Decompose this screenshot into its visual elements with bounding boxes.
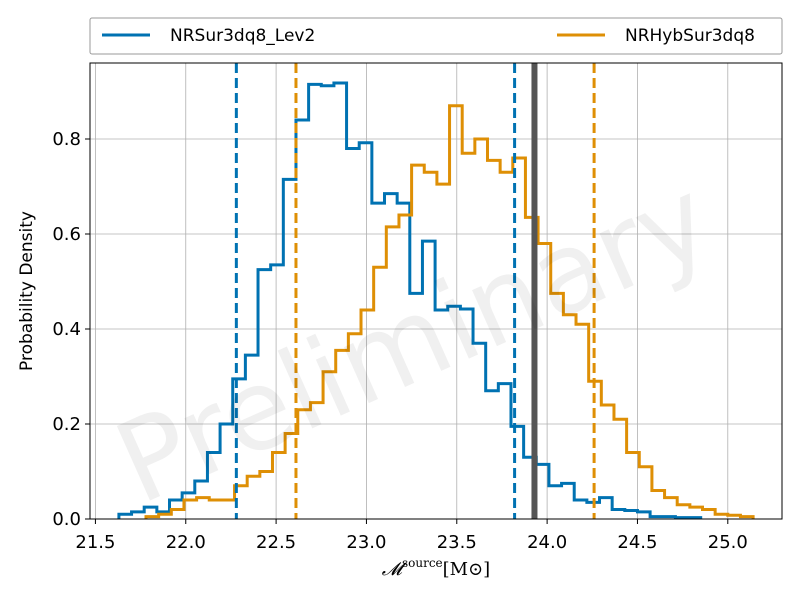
x-tick-label: 24.0 xyxy=(527,532,567,553)
legend: NRSur3dq8_Lev2 NRHybSur3dq8 xyxy=(89,17,783,55)
y-tick-label: 0.2 xyxy=(52,414,81,435)
x-axis-label-units: [M⊙] xyxy=(443,559,491,580)
x-tick-label: 23.0 xyxy=(346,532,386,553)
x-axis-label: 𝓜source[M⊙] xyxy=(382,556,490,580)
x-tick-label: 22.5 xyxy=(256,532,296,553)
plot-frame xyxy=(89,62,783,520)
y-tick-label: 0.6 xyxy=(52,224,81,245)
x-tick-label: 23.5 xyxy=(437,532,477,553)
y-tick-label: 0.4 xyxy=(52,319,81,340)
interval-lines xyxy=(234,63,596,519)
x-axis-label-base: 𝓜 xyxy=(382,559,408,580)
x-tick-label: 25.0 xyxy=(708,532,748,553)
y-axis-label: Probability Density xyxy=(17,211,37,371)
y-tick-label: 0.0 xyxy=(52,509,81,530)
x-axis-label-superscript: source xyxy=(402,556,443,570)
x-tick-label: 21.5 xyxy=(75,532,115,553)
legend-label-nrhybsur: NRHybSur3dq8 xyxy=(625,26,755,46)
histogram-steps xyxy=(117,81,755,520)
legend-box xyxy=(89,17,783,55)
y-tick-label: 0.8 xyxy=(52,129,81,150)
axis-ticks: 21.5 22.0 22.5 23.0 23.5 24.0 24.5 25.0 0.0 0.2 0.… xyxy=(52,129,747,553)
x-tick-label: 24.5 xyxy=(617,532,657,553)
x-tick-label: 22.0 xyxy=(166,532,206,553)
histogram-step-nrhybsur xyxy=(144,104,755,519)
histogram-step-nrsur xyxy=(117,81,703,520)
legend-label-nrsur: NRSur3dq8_Lev2 xyxy=(170,26,315,46)
